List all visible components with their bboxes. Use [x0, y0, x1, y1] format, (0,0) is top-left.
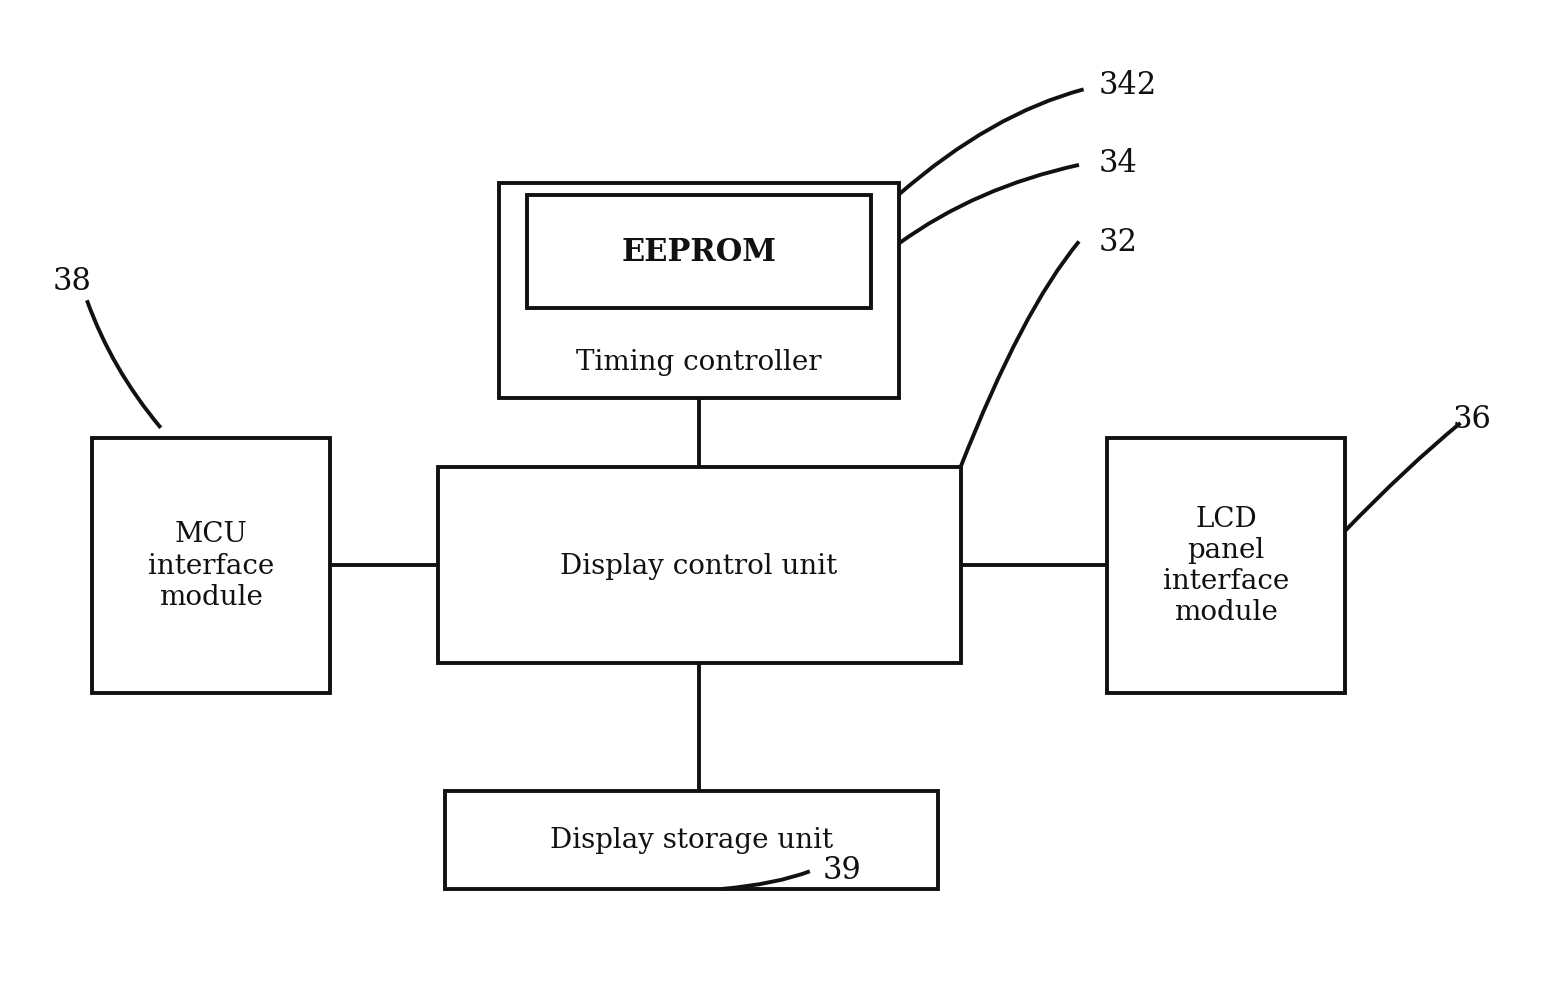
- Text: 34: 34: [1099, 148, 1138, 179]
- Text: 342: 342: [1099, 70, 1158, 100]
- Text: 36: 36: [1453, 404, 1491, 434]
- Bar: [500, 183, 899, 399]
- Text: 39: 39: [823, 854, 861, 885]
- Bar: [92, 438, 331, 693]
- Text: 38: 38: [53, 265, 92, 297]
- Text: 32: 32: [1099, 227, 1138, 257]
- Bar: [528, 196, 871, 308]
- Bar: [445, 791, 937, 889]
- Text: LCD
panel
interface
module: LCD panel interface module: [1162, 505, 1290, 626]
- Text: Display storage unit: Display storage unit: [549, 827, 833, 854]
- Text: MCU
interface
module: MCU interface module: [147, 521, 273, 610]
- Text: EEPROM: EEPROM: [622, 237, 776, 267]
- Bar: [1107, 438, 1346, 693]
- Text: Timing controller: Timing controller: [576, 349, 823, 376]
- Text: Display control unit: Display control unit: [560, 552, 838, 580]
- Bar: [438, 467, 961, 664]
